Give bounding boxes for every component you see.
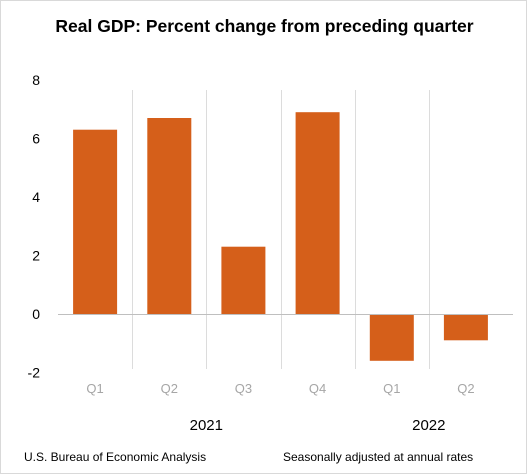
bar-3: [221, 246, 266, 314]
source-note: U.S. Bureau of Economic Analysis: [24, 450, 207, 464]
year-group-labels: 2021 2022: [190, 417, 446, 434]
x-tick-label: Q1: [86, 381, 103, 396]
x-tick-label: Q4: [309, 381, 326, 396]
y-tick-labels: 8 6 4 2 0 -2: [28, 72, 41, 381]
bar-5: [369, 314, 414, 361]
x-tick-label: Q1: [383, 381, 400, 396]
quarter-separators: [132, 90, 430, 369]
bar-4: [295, 112, 340, 314]
y-tick-label: 6: [32, 131, 40, 147]
y-tick-label: 0: [32, 306, 40, 322]
y-tick-label: 2: [32, 248, 40, 264]
y-tick-label: 4: [32, 189, 40, 205]
bar-1: [73, 129, 118, 314]
bars-group: [73, 112, 488, 361]
x-tick-label: Q3: [235, 381, 252, 396]
adjustment-note: Seasonally adjusted at annual rates: [283, 450, 474, 464]
year-group-label: 2021: [190, 417, 223, 434]
bar-2: [147, 118, 192, 314]
bar-6: [443, 314, 488, 341]
y-tick-label: 8: [32, 72, 40, 88]
y-tick-label: -2: [28, 365, 41, 381]
chart-title: Real GDP: Percent change from preceding …: [55, 16, 474, 36]
year-group-label: 2022: [412, 417, 445, 434]
x-tick-label: Q2: [161, 381, 178, 396]
x-tick-labels: Q1 Q2 Q3 Q4 Q1 Q2: [86, 381, 474, 396]
x-tick-label: Q2: [457, 381, 474, 396]
